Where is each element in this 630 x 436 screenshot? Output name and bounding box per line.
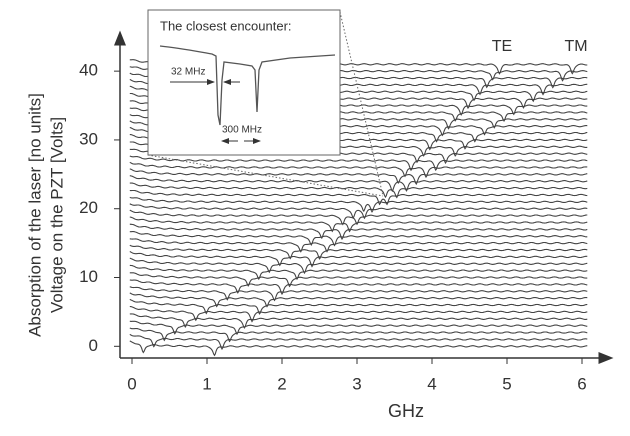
trace [129,251,588,268]
y-tick-label: 40 [79,61,98,80]
inset: The closest encounter: 32 MHz 300 MHz [147,9,384,197]
x-tick-label: 5 [502,374,511,393]
tm-label: TM [564,38,587,55]
y-tick-label: 30 [79,129,98,148]
x-axis-label: GHz [388,401,424,421]
trace [129,279,588,296]
trace [129,161,588,179]
x-tick-label: 4 [427,374,436,393]
trace [129,196,588,213]
te-label: TE [492,38,512,55]
trace [129,286,588,302]
trace [129,203,588,220]
y-tick-label: 0 [89,336,98,355]
trace [129,238,588,253]
x-tick-label: 6 [577,374,586,393]
trace [129,340,588,357]
trace [129,298,588,315]
trace [129,313,588,329]
trace [129,168,588,186]
trace [129,272,588,288]
trace [129,209,588,226]
trace [129,155,588,172]
trace [129,264,588,281]
trace [129,223,588,241]
x-tick-label: 3 [352,374,361,393]
x-tick-label: 1 [202,374,211,393]
trace [129,292,588,308]
x-tick-label: 0 [127,374,136,393]
trace [129,327,588,343]
trace [129,257,588,275]
y-axis-label: Absorption of the laser [no units] [25,93,44,337]
trace [129,182,588,199]
trace [129,231,588,247]
trace [129,333,588,351]
trace [129,244,588,260]
inset-trace [159,45,336,126]
trace [129,320,588,336]
zoom-line [147,154,384,197]
y-tick-label: 10 [79,267,98,286]
trace [129,189,588,206]
inset-title: The closest encounter: [160,18,292,33]
gap-label: 32 MHz [171,67,205,78]
trace [129,305,588,323]
span-label: 300 MHz [222,125,262,136]
x-tick-label: 2 [277,374,286,393]
y-axis-label: Voltage on the PZT [Volts] [47,117,66,313]
y-tick-label: 20 [79,198,98,217]
traces [129,59,588,357]
trace [129,175,588,193]
